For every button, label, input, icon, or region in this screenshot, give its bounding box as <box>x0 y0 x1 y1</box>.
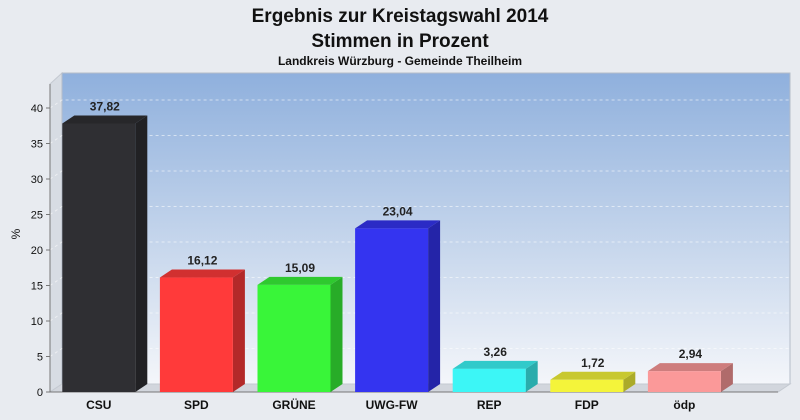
gridline <box>49 135 790 144</box>
gridline <box>49 277 790 286</box>
data-label: 3,26 <box>484 345 508 359</box>
bar-top <box>159 269 245 278</box>
chart-title: Ergebnis zur Kreistagswahl 2014 <box>252 6 549 27</box>
y-tick-label: 15 <box>31 281 43 293</box>
data-label: 16,12 <box>187 254 217 268</box>
bar <box>647 363 733 392</box>
bar-top <box>355 220 441 229</box>
x-tick-label: CSU <box>86 398 111 412</box>
data-label: 37,82 <box>90 99 120 113</box>
y-tick-label: 5 <box>37 352 43 364</box>
y-tick-label: 35 <box>31 139 43 151</box>
bar <box>452 360 538 392</box>
bar-front <box>452 368 526 392</box>
bar-side <box>330 276 343 392</box>
bar-side <box>232 269 245 392</box>
x-tick-label: FDP <box>575 398 599 412</box>
data-label: 23,04 <box>383 204 413 218</box>
gridline <box>49 312 790 322</box>
bar-front <box>647 371 721 392</box>
bar-front <box>257 284 331 392</box>
bar <box>257 276 343 392</box>
x-tick-label: UWG-FW <box>366 398 419 412</box>
bar-top <box>647 363 733 372</box>
gridline <box>49 206 790 215</box>
y-tick-label: 10 <box>31 316 43 328</box>
gridline <box>49 170 790 180</box>
gridline <box>49 348 790 357</box>
y-tick-labels: 0 5 10 15 20 25 30 35 40 <box>31 103 43 399</box>
y-axis-label: % <box>9 228 23 239</box>
chart-subtitle: Landkreis Würzburg - Gemeinde Theilheim <box>278 54 522 68</box>
bar-side <box>135 115 148 392</box>
x-tick-labels: CSU SPD GRÜNE UWG-FW REP FDP ödp <box>86 397 695 412</box>
bar-front <box>62 123 136 392</box>
plot-side-wall <box>49 71 63 393</box>
bar-top <box>452 360 538 369</box>
gridline <box>49 241 790 251</box>
y-tick-label: 40 <box>31 103 43 115</box>
y-tick-label: 30 <box>31 174 43 186</box>
bar-top <box>550 371 636 380</box>
x-tick-label: REP <box>477 398 502 412</box>
bar-top <box>257 276 343 285</box>
bar <box>355 220 441 392</box>
bar-top <box>62 115 148 124</box>
bars: 37,82 16,12 15,09 23,04 3,26 1,72 2,94 <box>62 99 733 392</box>
bar-side <box>428 220 441 392</box>
x-tick-label: SPD <box>184 398 209 412</box>
data-label: 15,09 <box>285 261 315 275</box>
gridlines <box>46 99 790 393</box>
bar <box>550 371 636 392</box>
bar <box>62 115 148 392</box>
y-tick-label: 0 <box>37 387 43 399</box>
bar-side <box>720 363 733 392</box>
chart-title-line2: Stimmen in Prozent <box>311 31 489 52</box>
data-label: 2,94 <box>679 347 703 361</box>
bar-front <box>550 379 624 392</box>
x-tick-label: GRÜNE <box>272 397 315 412</box>
x-tick-label: ödp <box>673 398 695 412</box>
y-tick-label: 25 <box>31 210 43 222</box>
bar-side <box>623 371 636 392</box>
bar-side <box>525 360 538 392</box>
bar-front <box>159 277 233 392</box>
data-label: 1,72 <box>581 356 605 370</box>
bar <box>159 269 245 392</box>
gridline <box>49 99 790 109</box>
bar-front <box>355 228 429 392</box>
y-tick-label: 20 <box>31 245 43 257</box>
